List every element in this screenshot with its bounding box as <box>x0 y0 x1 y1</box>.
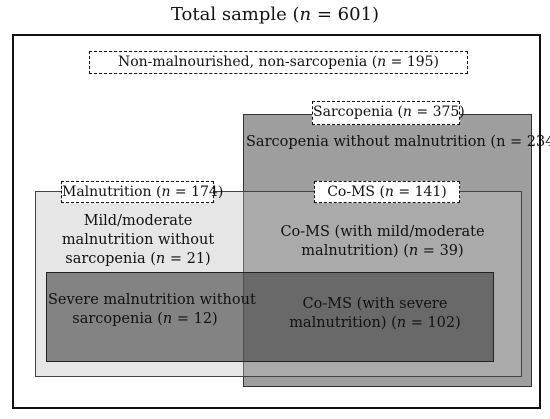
coms-mild-line-1: Co-MS (with mild/moderate <box>280 224 485 240</box>
mild-line-1: Mild/moderate <box>83 213 193 229</box>
coms-label-prefix: Co-MS ( <box>327 184 385 200</box>
severe-n-var: n <box>162 311 173 327</box>
coms-mild-line-2-prefix: malnutrition) ( <box>301 243 409 259</box>
coms-label-suffix: = 141) <box>393 184 447 200</box>
coms-severe-n-var: n <box>396 315 407 331</box>
non-malnourished-prefix: Non-malnourished, non-sarcopenia ( <box>117 54 378 70</box>
malnutrition-label-suffix: = 174) <box>170 184 224 200</box>
coms-severe-line-2-prefix: malnutrition) ( <box>289 315 397 331</box>
coms-mild-line-2: malnutrition) (n = 39) <box>255 242 510 261</box>
diagram-title: Total sample (n = 601) <box>0 2 550 28</box>
non-malnourished-suffix: = 195) <box>386 54 440 70</box>
severe-without-sarcopenia-text: Severe malnutrition without sarcopenia (… <box>48 291 256 329</box>
non-malnourished-label: Non-malnourished, non-sarcopenia (n = 19… <box>89 51 468 74</box>
severe-line-1: Severe malnutrition without <box>48 292 256 308</box>
coms-severe-line-2: malnutrition) (n = 102) <box>255 314 495 333</box>
sarcopenia-label: Sarcopenia (n = 375) <box>312 101 465 125</box>
coms-label-n-var: n <box>384 184 394 200</box>
mild-line-2: malnutrition without <box>61 232 215 248</box>
mild-line-3-prefix: sarcopenia ( <box>65 251 156 267</box>
non-malnourished-n-var: n <box>377 54 387 70</box>
malnutrition-label-n-var: n <box>161 184 171 200</box>
coms-severe-line-1: Co-MS (with severe <box>302 296 448 312</box>
coms-severe-text: Co-MS (with severe malnutrition) (n = 10… <box>255 295 495 333</box>
coms-mild-line-2-suffix: = 39) <box>418 243 464 259</box>
title-n-var: n <box>299 4 312 25</box>
severe-line-2: sarcopenia (n = 12) <box>48 310 242 329</box>
sarcopenia-label-suffix: = 375) <box>411 104 465 120</box>
total-sample-frame <box>12 34 541 409</box>
severe-malnutrition-region <box>46 272 494 362</box>
malnutrition-label-prefix: Malnutrition ( <box>62 184 162 200</box>
title-suffix: = 601) <box>311 4 380 25</box>
mild-n-var: n <box>155 251 166 267</box>
coms-severe-line-2-suffix: = 102) <box>406 315 461 331</box>
severe-line-2-suffix: = 12) <box>172 311 218 327</box>
title-prefix: Total sample ( <box>170 4 300 25</box>
severe-line-2-prefix: sarcopenia ( <box>72 311 163 327</box>
coms-mild-moderate-text: Co-MS (with mild/moderate malnutrition) … <box>255 223 510 261</box>
malnutrition-label: Malnutrition (n = 174) <box>61 181 223 203</box>
mild-line-3-suffix: = 21) <box>165 251 211 267</box>
coms-mild-n-var: n <box>408 243 419 259</box>
sarcopenia-label-n-var: n <box>402 104 412 120</box>
mild-moderate-without-sarcopenia-text: Mild/moderate malnutrition without sarco… <box>40 212 236 269</box>
sarcopenia-label-prefix: Sarcopenia ( <box>313 104 403 120</box>
mild-line-3: sarcopenia (n = 21) <box>40 250 236 269</box>
sarcopenia-without-malnutrition-text: Sarcopenia without malnutrition (n = 234… <box>246 134 550 150</box>
coms-label: Co-MS (n = 141) <box>314 181 460 203</box>
